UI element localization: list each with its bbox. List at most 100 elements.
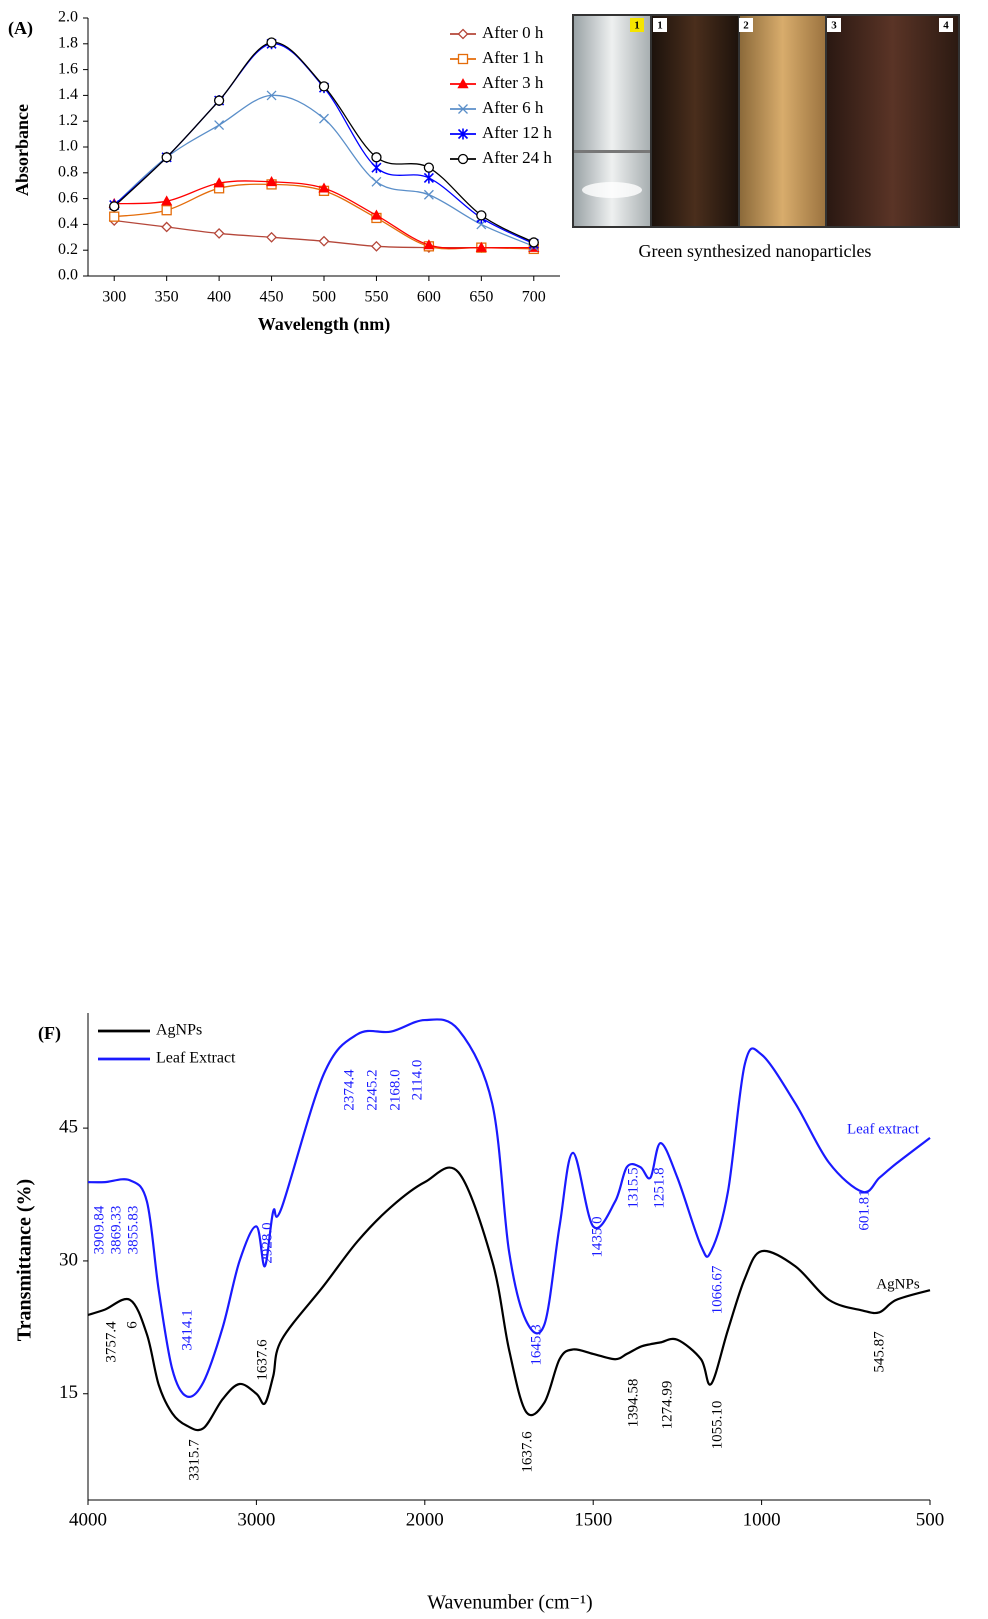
marker — [459, 155, 468, 164]
marker — [110, 212, 119, 221]
x-tick-label: 1000 — [743, 1509, 781, 1530]
marker — [215, 121, 224, 130]
y-axis-label: Absorbance — [12, 104, 32, 196]
marker — [372, 162, 381, 173]
peak-label: 2245.2 — [364, 1069, 380, 1110]
marker — [424, 163, 433, 172]
y-tick-label: 1.6 — [58, 60, 78, 77]
peak-label: 3315.7 — [186, 1439, 202, 1481]
y-tick-label: 1.0 — [58, 138, 78, 155]
tube — [652, 16, 738, 226]
marker — [459, 55, 468, 64]
peak-label: 3414.1 — [179, 1309, 195, 1350]
peak-label: 1435.0 — [589, 1216, 605, 1257]
peak-label: 2168.0 — [387, 1069, 403, 1110]
tube-label: 3 — [831, 20, 837, 32]
tube-label: 4 — [943, 20, 949, 32]
series-line — [88, 1019, 930, 1397]
marker — [424, 190, 433, 199]
peak-label: 1315.5 — [625, 1167, 641, 1208]
tube-highlight — [582, 182, 642, 198]
peak-label: 545.87 — [871, 1331, 887, 1373]
y-tick-label: 1.2 — [58, 112, 78, 129]
legend-label: After 6 h — [482, 98, 544, 117]
marker — [110, 202, 119, 211]
y-tick-label: 15 — [59, 1382, 78, 1403]
peak-label: 1274.99 — [659, 1381, 675, 1430]
peak-label: 2374.4 — [341, 1069, 357, 1111]
series-line — [114, 44, 534, 244]
peak-label: 1637.6 — [519, 1431, 535, 1473]
series-line — [114, 42, 534, 242]
peak-label: 601.81 — [856, 1189, 872, 1230]
tube-meniscus — [574, 150, 650, 153]
marker — [372, 177, 381, 186]
series-line — [88, 1168, 930, 1431]
peak-label: 3869.33 — [108, 1206, 124, 1255]
marker — [267, 38, 276, 47]
tube-label: 2 — [743, 20, 749, 32]
peak-label: 3855.83 — [125, 1206, 141, 1255]
y-tick-label: 45 — [59, 1116, 78, 1137]
photo-caption: Green synthesized nanoparticles — [639, 241, 872, 261]
legend-label: After 12 h — [482, 123, 552, 142]
legend-label: After 1 h — [482, 48, 544, 67]
peak-label: 2928.0 — [259, 1222, 275, 1263]
peak-label: 1066.67 — [709, 1265, 725, 1314]
x-tick-label: 450 — [260, 289, 284, 306]
marker — [372, 153, 381, 162]
peak-label: 1637.6 — [254, 1339, 270, 1381]
x-tick-label: 300 — [102, 289, 126, 306]
tube-label: 1 — [657, 20, 663, 32]
marker — [477, 211, 486, 220]
x-tick-label: 2000 — [406, 1509, 444, 1530]
peak-label: Leaf extract — [847, 1121, 920, 1137]
peak-label: 1645.3 — [528, 1324, 544, 1365]
figure: (B) AgNPs-4000X0.54μm0.48μm0.39μm0.33μm0… — [0, 0, 988, 1619]
peak-label: 3909.84 — [91, 1205, 107, 1254]
marker — [372, 242, 381, 251]
marker — [162, 222, 171, 231]
legend-label: After 3 h — [482, 73, 544, 92]
y-tick-label: 1.4 — [58, 86, 78, 103]
marker — [162, 206, 171, 215]
x-tick-label: 4000 — [69, 1509, 107, 1530]
marker — [320, 82, 329, 91]
y-tick-label: 30 — [59, 1249, 78, 1270]
y-tick-label: 0.4 — [58, 215, 78, 232]
legend-label: After 0 h — [482, 23, 544, 42]
legend-label: Leaf Extract — [156, 1050, 236, 1067]
marker — [320, 237, 329, 246]
peak-label: 1055.10 — [709, 1401, 725, 1450]
x-tick-label: 500 — [312, 289, 336, 306]
y-tick-label: 0.0 — [58, 267, 78, 284]
peak-label: 2114.0 — [409, 1060, 425, 1101]
x-tick-label: 500 — [916, 1509, 945, 1530]
peak-label: 6 — [124, 1321, 140, 1329]
x-tick-label: 3000 — [237, 1509, 275, 1530]
y-tick-label: 0.8 — [58, 163, 78, 180]
marker — [529, 238, 538, 247]
x-tick-label: 1500 — [574, 1509, 612, 1530]
x-tick-label: 400 — [207, 289, 231, 306]
peak-label: 1251.8 — [651, 1167, 667, 1208]
page: (B) AgNPs-4000X0.54μm0.48μm0.39μm0.33μm0… — [0, 0, 988, 1619]
peak-label: 1394.58 — [625, 1379, 641, 1428]
x-tick-label: 350 — [155, 289, 179, 306]
tube-label: 1 — [634, 20, 640, 32]
marker — [424, 172, 433, 183]
marker — [215, 229, 224, 238]
y-tick-label: 2.0 — [58, 9, 78, 26]
x-tick-label: 700 — [522, 289, 546, 306]
marker — [267, 233, 276, 242]
legend-label: AgNPs — [156, 1022, 202, 1039]
photo-panel: 1 1 2 3 4 — [572, 14, 960, 228]
marker — [320, 114, 329, 123]
peak-label: AgNPs — [876, 1276, 920, 1292]
marker — [215, 96, 224, 105]
x-tick-label: 550 — [364, 289, 388, 306]
y-tick-label: 0.6 — [58, 189, 78, 206]
y-axis-label: Transmittance (%) — [14, 1179, 36, 1341]
